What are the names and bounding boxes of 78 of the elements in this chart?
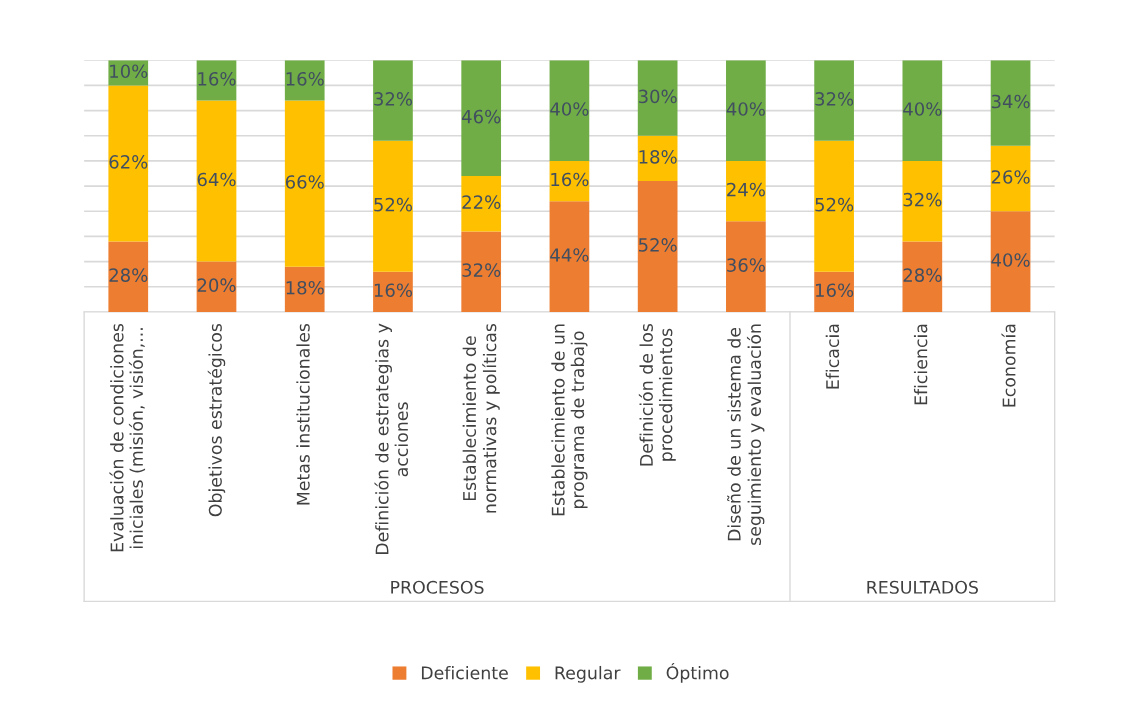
x-tick-label: Eficacia <box>825 324 840 389</box>
data-label: 66% <box>285 175 324 189</box>
bar <box>461 60 502 177</box>
bar <box>461 231 502 312</box>
x-tick-label: Objetivos estratégicos <box>207 323 226 517</box>
data-label: 16% <box>374 283 413 298</box>
bar <box>284 100 325 267</box>
bar <box>461 176 502 232</box>
bar <box>108 85 149 242</box>
data-label: 16% <box>551 172 589 187</box>
data-label: 16% <box>198 71 236 86</box>
legend-label: Óptimo <box>666 663 729 683</box>
x-tick-label: Metas institucionales <box>296 323 310 505</box>
x-tick-label: Establecimiento de un programa de trabajo <box>551 324 588 516</box>
data-label: 34% <box>991 94 1030 109</box>
data-label: 44% <box>550 248 589 262</box>
data-label: 52% <box>374 197 413 212</box>
bar <box>637 135 678 182</box>
x-tick-label: Definición de los procedimientos <box>638 323 676 466</box>
bar <box>902 160 943 242</box>
bar <box>990 60 1031 146</box>
data-label: 18% <box>286 280 324 295</box>
bar <box>284 60 325 101</box>
bar <box>637 181 678 312</box>
data-label: 62% <box>109 155 148 169</box>
data-label: 20% <box>197 278 236 293</box>
data-label: 16% <box>286 71 324 86</box>
text: PROCESOS <box>391 580 484 594</box>
legend-label: Regular <box>555 665 621 683</box>
data-label: 40% <box>903 102 942 116</box>
x-tick-label: Diseño de un sistema de seguimiento y evaluación <box>727 324 765 545</box>
x-tick-label: Eficiencia <box>913 324 928 405</box>
data-label: 36% <box>727 258 765 272</box>
bar <box>549 201 590 312</box>
bar <box>373 60 413 141</box>
data-label: 52% <box>638 238 677 252</box>
bar <box>902 241 943 312</box>
bar <box>284 266 325 312</box>
data-label: 40% <box>991 253 1030 267</box>
bar <box>814 60 854 141</box>
legend-label: Deficiente <box>421 665 508 680</box>
data-label: 64% <box>197 172 236 187</box>
x-tick-label: Evaluación de condiciones iniciales (misión, visión,... <box>109 323 146 552</box>
data-label: 40% <box>550 102 589 116</box>
bar <box>196 100 237 262</box>
data-label: 30% <box>638 89 677 104</box>
data-label: 32% <box>815 92 854 106</box>
bar <box>637 60 678 136</box>
bar <box>726 160 766 222</box>
data-label: 16% <box>816 283 854 298</box>
data-label: 32% <box>903 192 942 207</box>
bar <box>549 60 590 161</box>
x-tick-label: Establecimiento de normativas y políticas <box>462 323 500 513</box>
bar <box>726 221 766 312</box>
data-label: 26% <box>991 170 1030 184</box>
bar <box>990 211 1031 312</box>
bar <box>902 60 943 161</box>
data-label: 46% <box>462 109 501 124</box>
data-label: 52% <box>815 197 854 212</box>
bar <box>814 271 854 312</box>
data-label: 32% <box>462 263 501 277</box>
bar <box>990 145 1031 212</box>
bar <box>373 271 413 312</box>
bar <box>108 241 149 312</box>
x-tick-label: Definición de estrategias y acciones <box>374 323 409 555</box>
data-label: 22% <box>462 195 501 209</box>
data-label: 24% <box>727 182 765 197</box>
text: RESULTADOS <box>867 580 978 594</box>
bar <box>814 140 854 272</box>
bar <box>373 140 413 272</box>
data-label: 28% <box>109 268 148 282</box>
bar <box>726 60 766 161</box>
data-label: 28% <box>903 268 942 282</box>
data-label: 18% <box>639 150 677 164</box>
data-label: 10% <box>110 64 148 79</box>
data-label: 32% <box>374 92 413 106</box>
x-tick-label: Economía <box>1001 324 1016 407</box>
data-label: 40% <box>726 102 765 116</box>
